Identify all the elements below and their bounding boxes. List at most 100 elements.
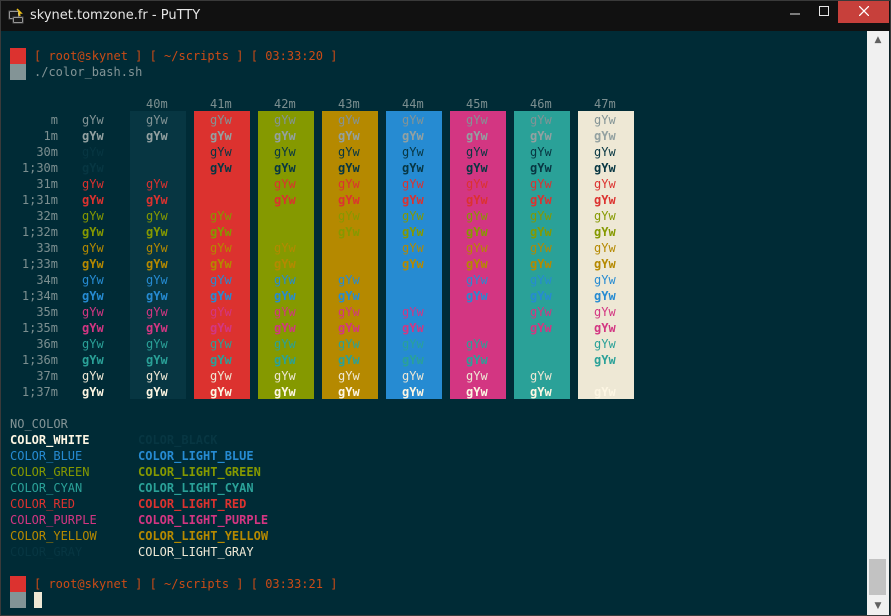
- color-sample: gYw: [210, 273, 232, 287]
- color-sample: gYw: [82, 337, 104, 351]
- color-sample: gYw: [530, 129, 552, 143]
- color-sample: gYw: [274, 161, 296, 175]
- color-sample: gYw: [594, 129, 616, 143]
- color-sample: gYw: [274, 257, 296, 271]
- color-name: COLOR_LIGHT_BLUE: [138, 449, 254, 463]
- color-sample: gYw: [338, 209, 360, 223]
- color-sample: gYw: [82, 241, 104, 255]
- color-sample: gYw: [466, 289, 488, 303]
- command-line: ./color_bash.sh: [34, 65, 143, 79]
- color-sample: gYw: [530, 145, 552, 159]
- color-sample: gYw: [146, 273, 168, 287]
- color-sample: gYw: [530, 369, 552, 383]
- color-sample: gYw: [402, 337, 424, 351]
- row-label: 1;36m: [21, 353, 58, 367]
- row-label: m: [50, 113, 58, 127]
- putty-terminal-icon[interactable]: [8, 8, 24, 24]
- row-label: 1;33m: [21, 257, 58, 271]
- color-sample: gYw: [82, 353, 104, 367]
- maximize-button[interactable]: [807, 1, 841, 23]
- color-sample: gYw: [210, 241, 232, 255]
- scrollbar[interactable]: ▲ ▼: [867, 31, 889, 615]
- minimize-button[interactable]: [782, 1, 808, 23]
- color-sample: gYw: [594, 145, 616, 159]
- color-column-bg: [578, 111, 634, 399]
- color-sample: gYw: [210, 353, 232, 367]
- color-column-bg: [450, 111, 506, 399]
- row-label: 31m: [36, 177, 58, 191]
- color-sample: gYw: [274, 129, 296, 143]
- color-name: COLOR_GREEN: [10, 465, 90, 479]
- color-sample: gYw: [210, 289, 232, 303]
- scroll-down-arrow-icon[interactable]: ▼: [874, 601, 882, 611]
- color-sample: gYw: [82, 321, 104, 335]
- color-sample: gYw: [466, 369, 488, 383]
- color-sample: gYw: [338, 193, 360, 207]
- color-sample: gYw: [210, 305, 232, 319]
- color-sample: gYw: [530, 321, 552, 335]
- color-sample: gYw: [594, 273, 616, 287]
- terminal-screen[interactable]: [ root@skynet ] [ ~/scripts ] [ 03:33:20…: [1, 31, 867, 615]
- color-sample: gYw: [530, 193, 552, 207]
- color-sample: gYw: [210, 161, 232, 175]
- color-sample: gYw: [402, 369, 424, 383]
- color-name: COLOR_LIGHT_CYAN: [138, 481, 254, 495]
- color-sample: gYw: [146, 177, 168, 191]
- row-label: 33m: [36, 241, 58, 255]
- color-sample: gYw: [594, 225, 616, 239]
- color-sample: gYw: [146, 321, 168, 335]
- color-sample: gYw: [82, 369, 104, 383]
- color-sample: gYw: [594, 161, 616, 175]
- color-sample: gYw: [82, 129, 104, 143]
- maximize-icon: [819, 5, 829, 20]
- color-sample: gYw: [466, 353, 488, 367]
- color-sample: gYw: [402, 193, 424, 207]
- color-sample: gYw: [82, 209, 104, 223]
- color-sample: gYw: [82, 193, 104, 207]
- color-sample: gYw: [594, 193, 616, 207]
- close-button[interactable]: [838, 1, 889, 23]
- color-sample: gYw: [274, 321, 296, 335]
- color-sample: gYw: [530, 161, 552, 175]
- color-sample: gYw: [338, 113, 360, 127]
- color-sample: gYw: [594, 113, 616, 127]
- color-sample: gYw: [146, 305, 168, 319]
- color-sample: gYw: [594, 337, 616, 351]
- row-label: 30m: [36, 145, 58, 159]
- row-label: 1;32m: [21, 225, 58, 239]
- prompt-marker-red: [10, 576, 26, 592]
- prompt-line: [ root@skynet ] [ ~/scripts ] [ 03:33:21…: [34, 577, 338, 591]
- color-sample: gYw: [594, 257, 616, 271]
- row-label: 34m: [36, 273, 58, 287]
- color-sample: gYw: [402, 321, 424, 335]
- row-label: 1;37m: [21, 385, 58, 399]
- color-sample: gYw: [210, 385, 232, 399]
- color-sample: gYw: [530, 225, 552, 239]
- minimize-icon: [790, 5, 800, 20]
- color-sample: gYw: [338, 273, 360, 287]
- column-header: 47m: [594, 97, 616, 111]
- color-sample: gYw: [82, 161, 104, 175]
- color-sample: gYw: [466, 337, 488, 351]
- color-sample: gYw: [82, 145, 104, 159]
- color-sample: gYw: [402, 161, 424, 175]
- color-sample: gYw: [594, 177, 616, 191]
- color-sample: gYw: [594, 305, 616, 319]
- color-sample: gYw: [274, 385, 296, 399]
- color-sample: gYw: [466, 193, 488, 207]
- color-sample: gYw: [338, 369, 360, 383]
- title-bar[interactable]: skynet.tomzone.fr - PuTTY: [1, 1, 890, 31]
- scroll-up-arrow-icon[interactable]: ▲: [874, 35, 882, 45]
- color-sample: gYw: [274, 369, 296, 383]
- color-sample: gYw: [402, 305, 424, 319]
- row-label: 35m: [36, 305, 58, 319]
- color-sample: gYw: [338, 321, 360, 335]
- column-header: 45m: [466, 97, 488, 111]
- color-sample: gYw: [338, 305, 360, 319]
- color-name: COLOR_GRAY: [10, 545, 83, 559]
- color-column-bg: [130, 111, 186, 399]
- color-sample: gYw: [530, 289, 552, 303]
- color-sample: gYw: [338, 161, 360, 175]
- scrollbar-thumb[interactable]: [869, 559, 886, 595]
